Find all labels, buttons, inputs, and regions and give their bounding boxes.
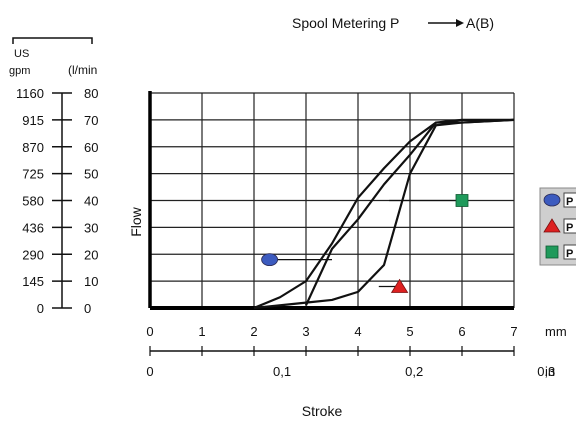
legend-entry: P	[566, 248, 573, 260]
y-tick-lmin: 40	[84, 194, 98, 209]
series-line-0	[254, 120, 514, 308]
y-tick-lmin: 10	[84, 274, 98, 289]
y-tick-usgpm: 436	[22, 220, 44, 235]
x-tick-in: 0	[146, 364, 153, 379]
chart-title-target: A(B)	[466, 15, 494, 31]
y-tick-lmin: 70	[84, 113, 98, 128]
y-tick-lmin: 60	[84, 140, 98, 155]
x-tick-mm: 3	[302, 324, 309, 339]
y-tick-lmin: 20	[84, 247, 98, 262]
units-bracket	[13, 38, 92, 44]
x-tick-mm: 6	[458, 324, 465, 339]
x-tick-mm: 7	[510, 324, 517, 339]
y-tick-usgpm: 1160	[16, 86, 44, 101]
x-tick-in: 0,2	[405, 364, 423, 379]
y-tick-usgpm: 0	[37, 301, 44, 316]
y-tick-usgpm: 725	[22, 167, 44, 182]
x-tick-mm: 5	[406, 324, 413, 339]
y-tick-lmin: 0	[84, 301, 91, 316]
y-tick-usgpm: 290	[22, 247, 44, 262]
legend-entry: P	[566, 196, 573, 208]
x-tick-mm: 4	[354, 324, 361, 339]
y-tick-usgpm: 915	[22, 113, 44, 128]
x-unit-in: in	[545, 364, 555, 379]
x-tick-mm: 0	[146, 324, 153, 339]
legend-marker-circle	[544, 194, 560, 206]
series-line-1	[254, 120, 514, 308]
y-tick-lmin: 30	[84, 220, 98, 235]
x-axis-label: Stroke	[302, 403, 343, 419]
x-unit-mm: mm	[545, 324, 567, 339]
x-tick-in: 0,1	[273, 364, 291, 379]
annotation-marker-square	[456, 195, 468, 207]
chart-title: Spool Metering P	[292, 15, 399, 31]
legend-marker-square	[546, 246, 558, 258]
y-tick-usgpm: 580	[22, 194, 44, 209]
y-tick-usgpm: 145	[22, 274, 44, 289]
y-tick-usgpm: 870	[22, 140, 44, 155]
legend-entry: P	[566, 222, 573, 234]
y-tick-lmin: 50	[84, 167, 98, 182]
x-tick-mm: 2	[250, 324, 257, 339]
y-unit-usgpm-line1: US	[14, 48, 29, 60]
y-unit-usgpm-line2: gpm	[9, 65, 30, 77]
y-tick-lmin: 80	[84, 86, 98, 101]
x-tick-mm: 1	[198, 324, 205, 339]
y-axis-label: Flow	[128, 206, 144, 236]
y-unit-lmin: (l/min	[68, 63, 97, 77]
annotation-marker-circle	[262, 254, 278, 266]
title-arrow-head	[456, 19, 464, 27]
